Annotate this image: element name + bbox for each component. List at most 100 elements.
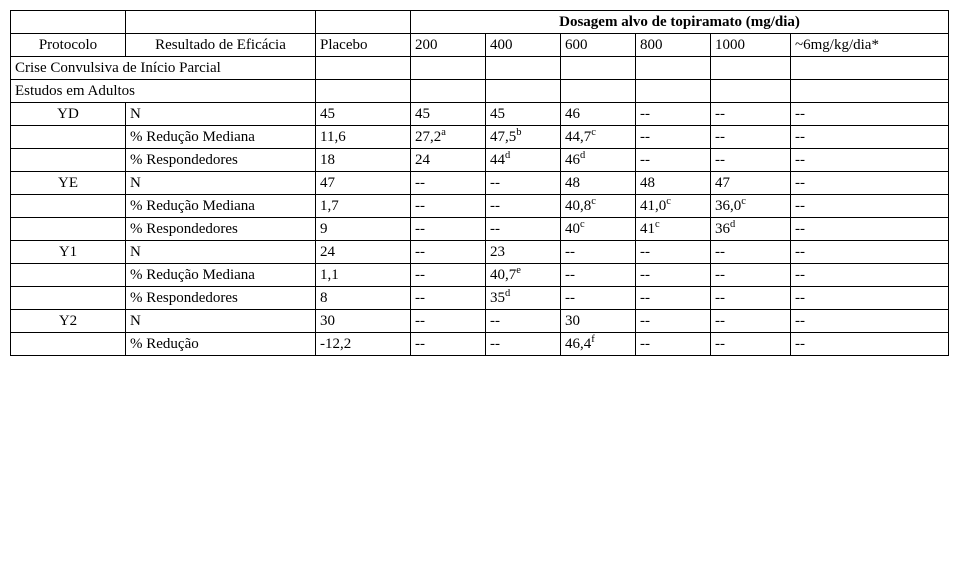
metric-label: % Redução Mediana: [126, 195, 316, 218]
value: 36: [715, 221, 730, 237]
cell: 45: [411, 103, 486, 126]
cell: --: [791, 218, 949, 241]
cell-empty: [11, 333, 126, 356]
cell-empty: [411, 57, 486, 80]
footnote-sup: b: [516, 127, 521, 138]
header-dosage-span: Dosagem alvo de topiramato (mg/dia): [411, 11, 949, 34]
cell: --: [711, 264, 791, 287]
cell: --: [711, 287, 791, 310]
table-row: % Respondedores 18 24 44d 46d -- -- --: [11, 149, 949, 172]
cell: 46: [561, 103, 636, 126]
cell: --: [791, 103, 949, 126]
cell: --: [636, 333, 711, 356]
cell: --: [411, 195, 486, 218]
cell: 40,8c: [561, 195, 636, 218]
value: 44: [490, 152, 505, 168]
table-header-row: Protocolo Resultado de Eficácia Placebo …: [11, 34, 949, 57]
table-row: YE N 47 -- -- 48 48 47 --: [11, 172, 949, 195]
cell-empty: [11, 126, 126, 149]
cell: 47,5b: [486, 126, 561, 149]
protocol-Y1: Y1: [11, 241, 126, 264]
section-row: Estudos em Adultos: [11, 80, 949, 103]
cell: --: [486, 333, 561, 356]
cell: --: [636, 149, 711, 172]
table-row: % Redução Mediana 11,6 27,2a 47,5b 44,7c…: [11, 126, 949, 149]
cell-empty: [791, 57, 949, 80]
value: 41,0: [640, 198, 666, 214]
value: 40,7: [490, 267, 516, 283]
cell: 45: [486, 103, 561, 126]
footnote-sup: c: [591, 127, 596, 138]
footnote-sup: c: [655, 219, 660, 230]
footnote-sup: a: [441, 127, 446, 138]
table-row: Y1 N 24 -- 23 -- -- -- --: [11, 241, 949, 264]
cell: 35d: [486, 287, 561, 310]
cell: 40c: [561, 218, 636, 241]
col-400: 400: [486, 34, 561, 57]
cell: 24: [411, 149, 486, 172]
protocol-Y2: Y2: [11, 310, 126, 333]
cell: 36,0c: [711, 195, 791, 218]
cell: 27,2a: [411, 126, 486, 149]
cell-empty: [636, 57, 711, 80]
footnote-sup: d: [505, 150, 510, 161]
cell-empty: [11, 195, 126, 218]
footnote-sup: c: [666, 196, 671, 207]
cell: --: [636, 103, 711, 126]
cell: --: [711, 149, 791, 172]
cell: 23: [486, 241, 561, 264]
cell-empty: [486, 57, 561, 80]
cell: --: [711, 103, 791, 126]
metric-label: N: [126, 310, 316, 333]
cell: 8: [316, 287, 411, 310]
metric-label: % Redução Mediana: [126, 126, 316, 149]
cell: --: [791, 310, 949, 333]
cell-empty: [11, 218, 126, 241]
footnote-sup: c: [580, 219, 585, 230]
cell: 1,1: [316, 264, 411, 287]
cell: --: [486, 172, 561, 195]
cell: --: [411, 264, 486, 287]
cell-empty: [791, 80, 949, 103]
table-row: Y2 N 30 -- -- 30 -- -- --: [11, 310, 949, 333]
cell: 47: [711, 172, 791, 195]
footnote-sup: f: [591, 334, 595, 345]
cell-empty: [316, 57, 411, 80]
cell-empty: [411, 80, 486, 103]
section-adultos: Estudos em Adultos: [11, 80, 316, 103]
footnote-sup: d: [730, 219, 735, 230]
value: 40,8: [565, 198, 591, 214]
value: 35: [490, 290, 505, 306]
cell: 30: [561, 310, 636, 333]
cell: --: [411, 241, 486, 264]
cell: 11,6: [316, 126, 411, 149]
cell: --: [561, 287, 636, 310]
section-crise: Crise Convulsiva de Início Parcial: [11, 57, 316, 80]
cell: 36d: [711, 218, 791, 241]
cell-empty: [561, 57, 636, 80]
cell: 41c: [636, 218, 711, 241]
cell: 9: [316, 218, 411, 241]
value: 40: [565, 221, 580, 237]
col-placebo: Placebo: [316, 34, 411, 57]
cell: --: [636, 264, 711, 287]
cell: --: [486, 218, 561, 241]
efficacy-table: Dosagem alvo de topiramato (mg/dia) Prot…: [10, 10, 949, 356]
metric-label: % Respondedores: [126, 287, 316, 310]
cell: 41,0c: [636, 195, 711, 218]
cell: 44,7c: [561, 126, 636, 149]
col-resultado: Resultado de Eficácia: [126, 34, 316, 57]
col-800: 800: [636, 34, 711, 57]
cell: --: [486, 310, 561, 333]
cell: 44d: [486, 149, 561, 172]
value: 41: [640, 221, 655, 237]
cell: 46,4f: [561, 333, 636, 356]
header-blank-1: [11, 11, 126, 34]
value: 44,7: [565, 129, 591, 145]
value: 46,4: [565, 336, 591, 352]
protocol-YE: YE: [11, 172, 126, 195]
cell-empty: [636, 80, 711, 103]
cell: --: [561, 241, 636, 264]
cell: --: [411, 172, 486, 195]
header-blank-3: [316, 11, 411, 34]
